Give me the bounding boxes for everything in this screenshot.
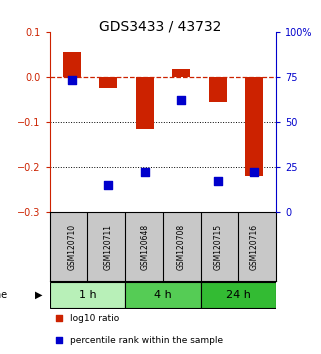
Point xyxy=(106,182,111,188)
Bar xyxy=(125,282,201,308)
Text: GSM120716: GSM120716 xyxy=(250,223,259,270)
Text: 1 h: 1 h xyxy=(79,290,96,300)
Bar xyxy=(135,77,154,129)
Text: ▶: ▶ xyxy=(35,290,42,300)
Bar xyxy=(172,69,190,77)
Text: 24 h: 24 h xyxy=(226,290,251,300)
Bar xyxy=(99,77,117,88)
Text: GSM120708: GSM120708 xyxy=(177,223,186,270)
Text: time: time xyxy=(0,290,8,300)
Point xyxy=(56,315,61,321)
Point xyxy=(142,170,147,175)
Point xyxy=(56,337,61,343)
Text: GSM120711: GSM120711 xyxy=(104,224,113,269)
Point xyxy=(215,178,220,184)
Text: GSM120648: GSM120648 xyxy=(140,223,149,270)
Point xyxy=(178,97,184,103)
Bar xyxy=(245,77,263,176)
Text: 4 h: 4 h xyxy=(154,290,172,300)
Text: log10 ratio: log10 ratio xyxy=(70,314,119,322)
Text: GDS3433 / 43732: GDS3433 / 43732 xyxy=(99,19,222,34)
Bar xyxy=(63,52,81,77)
Text: GSM120710: GSM120710 xyxy=(67,223,76,270)
Bar xyxy=(201,282,276,308)
Text: GSM120715: GSM120715 xyxy=(213,223,222,270)
Bar xyxy=(50,282,125,308)
Point xyxy=(69,78,74,83)
Bar xyxy=(209,77,227,102)
Point xyxy=(252,170,257,175)
Text: percentile rank within the sample: percentile rank within the sample xyxy=(70,336,223,344)
